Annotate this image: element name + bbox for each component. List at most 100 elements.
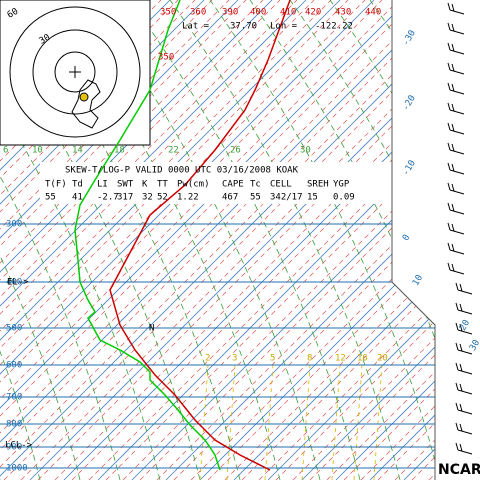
barb-flag [447,202,451,211]
index-value: 317 [117,193,133,203]
index-value: 55 [250,193,261,203]
isotherm-label: 10 [411,273,425,287]
mixing-label: 12 [335,354,346,364]
pressure-label: 800 [6,420,22,430]
barb-flag [451,63,455,72]
barb-flag [451,223,455,232]
mixing-label: 2 [205,354,210,364]
credit-box [436,460,480,480]
isotherm-label: 30 [468,338,480,352]
adiabat-label: 22 [168,146,179,156]
isotherm [199,0,435,480]
theta-label: 400 [250,8,266,18]
barb-flag [459,423,463,432]
barb-flag [451,83,455,92]
barb-flag [459,443,463,452]
barb-flag [455,422,459,431]
isotherm [0,0,435,480]
barb-flag [447,82,451,91]
barb-flag [447,162,451,171]
mixing-line [373,364,383,480]
index-header: Pw(cm) [177,180,210,190]
barb-staff [449,209,465,215]
adiabat-label: 10 [32,146,43,156]
index-header: T(F) [45,180,67,190]
barb-flag [451,43,455,52]
index-value: -2.7 [97,193,119,203]
isotherm [267,0,435,480]
theta-label: 360 [190,8,206,18]
isotherm [0,0,239,480]
isotherm-label: 0 [401,233,412,243]
mixing-label: 8 [307,354,312,364]
dry-adiabat [0,0,121,480]
isotherm [335,0,435,480]
theta-label: 410 [280,8,296,18]
inset-label: 60 [6,7,20,21]
barb-flag [459,283,463,292]
isotherm-label: 20 [458,318,472,332]
index-header: LI [97,180,108,190]
barb-staff [449,189,465,195]
barb-staff [449,69,465,75]
dewpoint-profile [74,0,221,471]
mixing-label: 3 [232,354,237,364]
barb-flag [459,323,463,332]
barb-flag [447,42,451,51]
dry-adiabat [329,0,435,480]
barb-flag [447,22,451,31]
index-value: 1.22 [177,193,199,203]
barb-staff [457,449,473,455]
index-value: 52 [157,193,168,203]
barb-flag [451,243,455,252]
barb-flag [455,322,459,331]
header-backdrop [40,162,400,204]
dry-adiabat [209,0,435,480]
mixing-label: 20 [377,354,388,364]
index-header: K [142,180,148,190]
index-header: Td [72,180,83,190]
diagram-border [391,0,436,480]
barb-staff [457,389,473,395]
mixing-line [226,364,236,480]
index-header: CAPE [222,180,244,190]
barb-flag [459,363,463,372]
barb-staff [449,129,465,135]
range-rings [9,6,141,138]
theta-label: 390 [222,8,238,18]
barb-flag [459,343,463,352]
el-label: EL-> [7,278,29,288]
index-header: TT [157,180,168,190]
index-value: 32 [142,193,153,203]
barb-flag [451,23,455,32]
barb-flag [451,203,455,212]
barb-flag [451,263,455,272]
barb-flag [451,163,455,172]
adiabat-label: 18 [114,146,125,156]
barb-flag [447,262,451,271]
isotherm [0,0,409,480]
barb-flag [447,62,451,71]
barb-flag [451,103,455,112]
lon-value: -122.22 [315,22,353,32]
barb-flag [451,183,455,192]
theta-label: 350 [160,8,176,18]
barb-staff [457,409,473,415]
inset-label: 30 [38,33,52,47]
barb-flag [447,2,451,11]
pressure-label: 600 [6,361,22,371]
n-label: N [149,324,154,334]
barb-flag [455,402,459,411]
barb-staff [457,349,473,355]
barb-staff [449,49,465,55]
index-value: 41 [72,193,83,203]
barb-flag [451,143,455,152]
barb-staff [449,9,465,15]
barb-flag [447,182,451,191]
lon-label: Lon = [270,22,298,32]
isotherm [301,0,435,480]
barb-flag [447,142,451,151]
barb-flag [459,403,463,412]
index-header: Tc [250,180,261,190]
